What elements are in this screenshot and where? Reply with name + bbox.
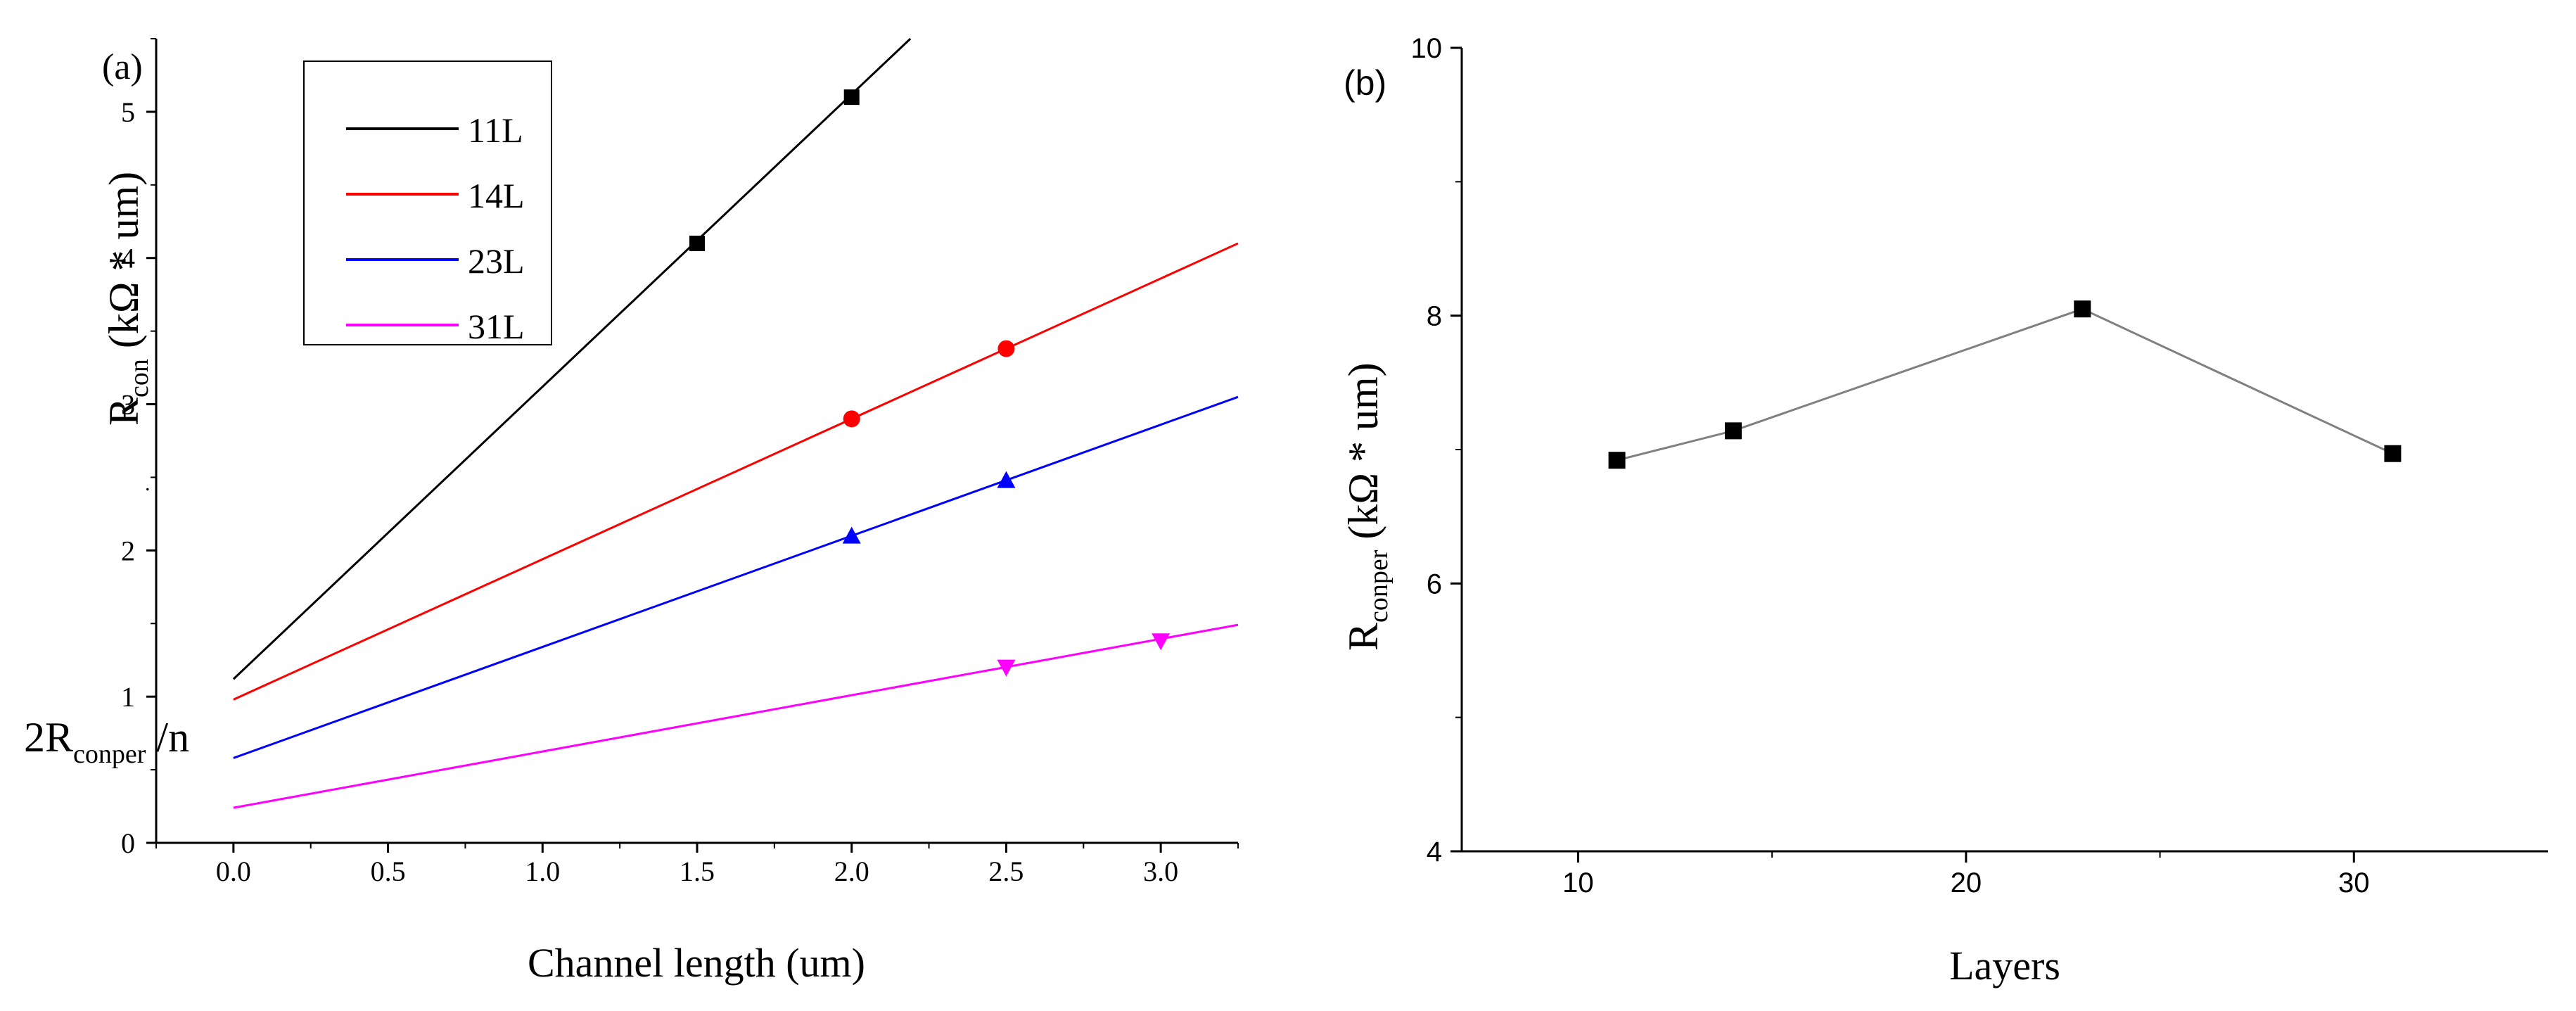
- panel-b-series-line: [1617, 307, 2394, 462]
- panel-a-y-tick-label: 2: [121, 535, 135, 566]
- legend-label-23L: 23L: [468, 241, 525, 281]
- panel-a-x-tick-label: 2.0: [834, 856, 869, 887]
- panel-a: (a) 0.0 0.5 1.0 1.5 2.0 2.5 3.0 0 1 2 3 4 5 Channel…: [24, 37, 1239, 986]
- series-14L-point: [997, 340, 1015, 357]
- panel-b-y-tick-label: 6: [1427, 568, 1442, 599]
- panel-b-x-tick-label: 30: [2338, 867, 2370, 898]
- series-23L-fit-line: [233, 395, 1239, 759]
- series-23L-point: [842, 526, 861, 544]
- panel-b-y-ticks: 4 6 8 10: [1411, 33, 1462, 867]
- legend-label-31L: 31L: [468, 307, 525, 346]
- series-14L-fit-line: [233, 242, 1239, 701]
- panel-b-y-axis-title: Rconper (kΩ * um): [1340, 362, 1394, 651]
- panel-b-point: [1608, 452, 1626, 469]
- panel-a-y-tick-label: 1: [121, 681, 135, 713]
- series-31L-point: [997, 659, 1016, 677]
- series-14L-point: [843, 410, 860, 428]
- panel-a-y-axis-title-rest: (kΩ * um): [101, 172, 147, 359]
- panel-a-intercept-label-sub: conper: [73, 739, 146, 769]
- panel-b-point: [1725, 422, 1742, 440]
- panel-a-y-axis-title: Rcon (kΩ * um): [101, 172, 154, 426]
- panel-b-x-axis-title: Layers: [1949, 943, 2060, 988]
- panel-b-series: [1608, 300, 2402, 469]
- panel-b-x-tick-label: 20: [1951, 867, 1982, 898]
- panel-a-y-axis-title-sub: con: [125, 359, 154, 398]
- panel-a-y-axis-title-main: R: [101, 398, 147, 426]
- panel-b-y-axis-title-main: R: [1340, 623, 1386, 651]
- series-23L-point: [997, 471, 1016, 488]
- series-11L-point: [689, 235, 705, 251]
- panel-a-x-tick-label: 0.5: [371, 856, 406, 887]
- panel-b-y-tick-label: 10: [1411, 33, 1443, 64]
- panel-a-fit-lines: [232, 37, 1239, 809]
- panel-b-y-axis-title-sub: conper: [1364, 549, 1394, 623]
- panel-b: (b) 10 20 30 4 6 8 10 Layers Rconper (kΩ * um…: [1340, 33, 2548, 988]
- panel-a-x-tick-label: 1.0: [525, 856, 560, 887]
- panel-b-y-tick-label: 4: [1427, 837, 1442, 867]
- panel-a-x-tick-label: 2.5: [988, 856, 1024, 887]
- panel-b-y-tick-label: 8: [1427, 301, 1442, 332]
- panel-a-x-tick-label: 0.0: [216, 856, 251, 887]
- panel-a-intercept-label: 2Rconper /n: [24, 714, 189, 769]
- panel-b-label: (b): [1344, 63, 1386, 103]
- panel-a-intercept-label-main: 2R: [24, 714, 73, 761]
- panel-a-x-ticks: 0.0 0.5 1.0 1.5 2.0 2.5 3.0: [155, 843, 1239, 887]
- series-31L-fit-line: [233, 623, 1239, 809]
- panel-a-markers: [689, 89, 1171, 677]
- panel-a-x-axis-title: Channel length (um): [528, 940, 865, 986]
- panel-a-y-tick-label: 0: [121, 827, 135, 859]
- legend-label-14L: 14L: [468, 176, 525, 215]
- panel-a-x-tick-label: 3.0: [1143, 856, 1178, 887]
- panel-a-intercept-label-rest: /n: [146, 714, 189, 761]
- panel-b-point: [2384, 445, 2402, 462]
- series-11L-point: [843, 89, 860, 106]
- panel-a-legend: [303, 61, 552, 345]
- panel-a-stray-mark: .: [145, 472, 151, 495]
- panel-a-y-ticks: 0 1 2 3 4 5: [121, 38, 156, 859]
- panel-b-x-ticks: 10 20 30: [1562, 851, 2370, 898]
- panel-b-point: [2074, 300, 2091, 318]
- panel-a-y-tick-label: 4: [121, 243, 135, 274]
- panel-a-x-tick-label: 1.5: [680, 856, 715, 887]
- panel-a-legend-items: 11L 14L 23L 31L: [346, 110, 525, 346]
- panel-b-x-tick-label: 10: [1562, 867, 1594, 898]
- panel-a-label: (a): [102, 47, 143, 87]
- series-31L-point: [1152, 633, 1171, 651]
- legend-label-11L: 11L: [468, 110, 523, 150]
- panel-a-y-tick-label: 3: [121, 389, 135, 421]
- panel-a-y-tick-label: 5: [121, 96, 135, 128]
- panel-b-y-axis-title-rest: (kΩ * um): [1340, 362, 1386, 549]
- series-11L-fit-line: [232, 37, 912, 680]
